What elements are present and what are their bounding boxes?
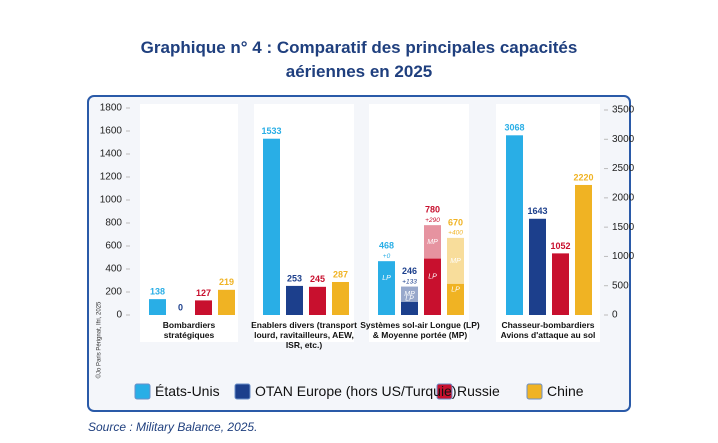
segment-label: MP bbox=[450, 258, 461, 265]
y2-tick-label: 2000 bbox=[612, 192, 635, 203]
y-tick-label: 400 bbox=[105, 264, 122, 275]
y-tick-label: 0 bbox=[116, 310, 122, 321]
value-label: 2220 bbox=[573, 172, 593, 182]
value-label: 1533 bbox=[261, 126, 281, 136]
segment-label: LP bbox=[451, 286, 460, 293]
y-tick-label: 1600 bbox=[100, 126, 123, 137]
bar bbox=[263, 138, 280, 315]
value-label: 670 bbox=[448, 217, 463, 227]
mp-segment bbox=[401, 286, 418, 303]
source: Source : Military Balance, 2025. bbox=[88, 420, 258, 434]
bar bbox=[286, 285, 303, 315]
x-tick-label: Systèmes sol-air Longue (LP) & Moyenne p… bbox=[360, 320, 480, 340]
value-label: 3068 bbox=[504, 123, 524, 133]
mp-value-label: +400 bbox=[448, 230, 463, 237]
legend-swatch bbox=[134, 383, 151, 400]
value-label: 0 bbox=[178, 302, 183, 312]
x-tick-label: Enablers divers (transport lourd, ravita… bbox=[251, 320, 357, 350]
segment-label: LP bbox=[428, 274, 437, 281]
bar bbox=[309, 286, 326, 315]
x-tick-label: Chasseur-bombardiers Avions d'attaque au… bbox=[500, 320, 596, 340]
bar bbox=[149, 299, 166, 315]
y-tick-label: 1000 bbox=[100, 195, 123, 206]
bar bbox=[218, 289, 235, 315]
y2-tick-label: 1000 bbox=[612, 251, 635, 262]
legend-label: Russie bbox=[457, 383, 500, 399]
bar bbox=[378, 261, 395, 315]
y2-tick-label: 3000 bbox=[612, 134, 635, 145]
value-label: 253 bbox=[287, 273, 302, 283]
value-label: 1643 bbox=[527, 206, 547, 216]
legend-swatch bbox=[234, 383, 251, 400]
value-label: 468 bbox=[379, 241, 394, 251]
credit: ©Jo Paris Pérignat, Ifri, 2025 bbox=[96, 301, 103, 378]
y-tick-label: 1800 bbox=[100, 103, 123, 114]
y2-tick-label: 1500 bbox=[612, 222, 635, 233]
mp-value-label: +0 bbox=[383, 253, 391, 260]
value-label: 780 bbox=[425, 205, 440, 215]
segment-label: MP bbox=[427, 239, 438, 246]
segment-label: LP bbox=[405, 295, 414, 302]
y2-tick-label: 2500 bbox=[612, 163, 635, 174]
y-tick-label: 1200 bbox=[100, 172, 123, 183]
mp-segment bbox=[424, 225, 441, 259]
bar bbox=[195, 300, 212, 315]
bar bbox=[529, 218, 546, 315]
bar bbox=[332, 281, 349, 315]
y2-tick-label: 3500 bbox=[612, 105, 635, 116]
y-tick-label: 200 bbox=[105, 287, 122, 298]
value-label: 246 bbox=[402, 266, 417, 276]
y-tick-label: 1400 bbox=[100, 149, 123, 160]
segment-label: MP bbox=[404, 291, 415, 298]
bar bbox=[552, 253, 569, 315]
value-label: 245 bbox=[310, 274, 325, 284]
legend-label: États-Unis bbox=[155, 383, 220, 399]
segment-label: LP bbox=[382, 275, 391, 282]
legend-label: OTAN Europe (hors US/Turquie) bbox=[255, 383, 457, 399]
value-label: 219 bbox=[219, 277, 234, 287]
y2-tick-label: 0 bbox=[612, 310, 618, 321]
x-tick-label: Bombardiers stratégiques bbox=[162, 320, 216, 340]
legend-swatch bbox=[526, 383, 543, 400]
bar bbox=[575, 184, 592, 315]
bar bbox=[506, 135, 523, 315]
value-label: 287 bbox=[333, 269, 348, 279]
legend-label: Chine bbox=[547, 383, 584, 399]
value-label: 127 bbox=[196, 288, 211, 298]
value-label: 1052 bbox=[550, 241, 570, 251]
mp-segment bbox=[447, 237, 464, 284]
mp-value-label: +133 bbox=[402, 278, 417, 285]
value-label: 138 bbox=[150, 287, 165, 297]
y-tick-label: 800 bbox=[105, 218, 122, 229]
chart-title: Graphique n° 4 : Comparatif des principa… bbox=[140, 38, 578, 81]
y-tick-label: 600 bbox=[105, 241, 122, 252]
legend-swatch bbox=[436, 383, 453, 400]
mp-value-label: +290 bbox=[425, 217, 440, 224]
y2-tick-label: 500 bbox=[612, 280, 629, 291]
